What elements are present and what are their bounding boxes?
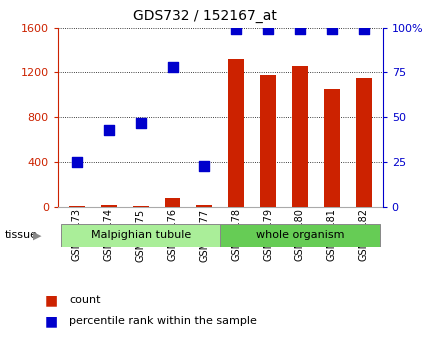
- Point: [169, 64, 176, 70]
- Text: count: count: [69, 295, 101, 305]
- Bar: [61, 224, 220, 247]
- Bar: [292, 66, 308, 207]
- Bar: [356, 78, 372, 207]
- Text: tissue: tissue: [4, 230, 37, 240]
- Text: percentile rank within the sample: percentile rank within the sample: [69, 316, 257, 326]
- Point: [360, 27, 367, 32]
- Point: [328, 27, 335, 32]
- Text: ▶: ▶: [33, 230, 42, 240]
- Bar: [69, 206, 85, 207]
- Bar: [101, 205, 117, 207]
- Text: Malpighian tubule: Malpighian tubule: [90, 230, 191, 240]
- Point: [296, 27, 303, 32]
- Point: [137, 120, 144, 126]
- Bar: [228, 59, 244, 207]
- Point: [233, 27, 240, 32]
- Point: [201, 163, 208, 168]
- Point: [105, 127, 113, 132]
- Text: ■: ■: [44, 293, 57, 307]
- Point: [264, 27, 271, 32]
- Text: GDS732 / 152167_at: GDS732 / 152167_at: [133, 9, 277, 23]
- Bar: [260, 75, 276, 207]
- Point: [73, 159, 81, 165]
- Bar: [220, 224, 380, 247]
- Bar: [165, 198, 181, 207]
- Text: whole organism: whole organism: [255, 230, 344, 240]
- Bar: [133, 206, 149, 207]
- Text: ■: ■: [44, 314, 57, 328]
- Bar: [196, 205, 212, 207]
- Bar: [324, 89, 340, 207]
